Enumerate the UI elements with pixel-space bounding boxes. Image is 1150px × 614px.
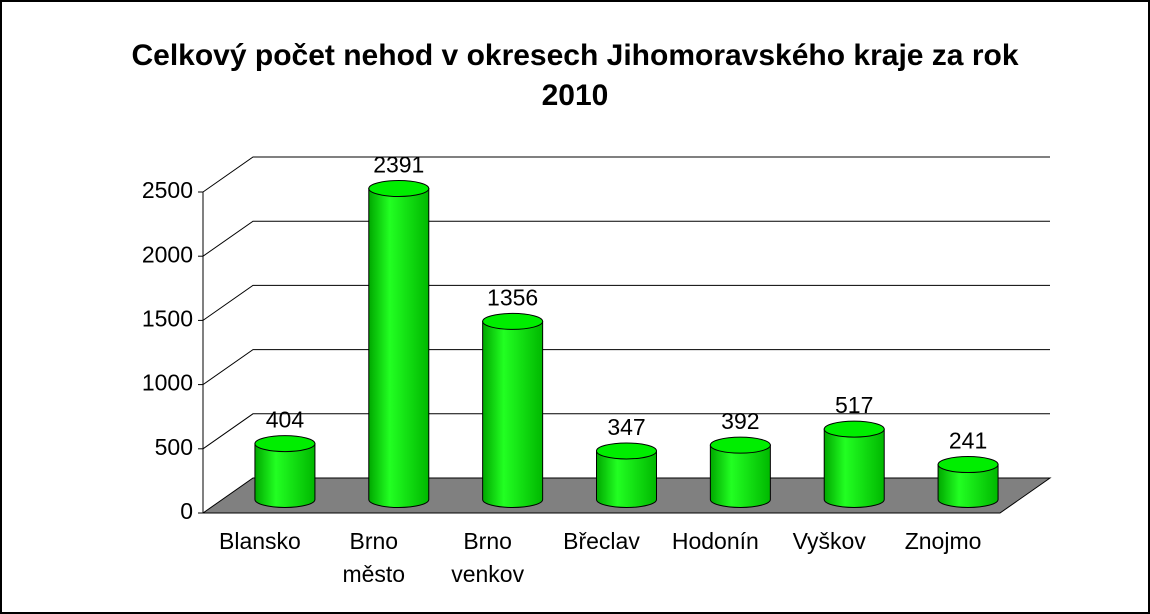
value-label: 392 (721, 408, 759, 434)
x-tick-label: Znojmo (905, 528, 982, 554)
grid-line (202, 413, 1050, 450)
value-label: 517 (835, 392, 873, 418)
bar (709, 436, 771, 508)
grid-line (202, 284, 1050, 321)
x-tick-label: Brno město (342, 528, 405, 587)
value-label: 347 (607, 414, 645, 440)
y-tick-label: 1000 (142, 370, 193, 396)
value-label: 2391 (373, 152, 424, 178)
x-tick-label: Břeclav (563, 528, 640, 554)
grid-line (202, 349, 1050, 386)
value-label: 1356 (487, 284, 538, 310)
bar (937, 456, 999, 508)
bar (823, 420, 885, 508)
chart-title: Celkový počet nehod v okresech Jihomorav… (131, 39, 1019, 112)
x-tick-label: Blansko (219, 528, 301, 554)
y-tick-label: 0 (180, 498, 193, 524)
x-tick-label: Brno venkov (451, 528, 524, 587)
value-label: 404 (266, 407, 305, 433)
x-tick-label: Hodonín (672, 528, 759, 554)
bar (482, 312, 544, 508)
bar (596, 442, 657, 508)
grid-line (202, 220, 1050, 257)
x-tick-label: Vyškov (793, 528, 867, 554)
y-tick-label: 1500 (142, 305, 193, 331)
bar (254, 435, 316, 508)
grid-line (202, 156, 1050, 193)
bar (368, 179, 430, 508)
y-tick-label: 2000 (142, 241, 193, 267)
y-tick-label: 500 (155, 434, 193, 460)
value-label: 241 (949, 428, 987, 454)
y-tick-label: 2500 (142, 177, 193, 203)
